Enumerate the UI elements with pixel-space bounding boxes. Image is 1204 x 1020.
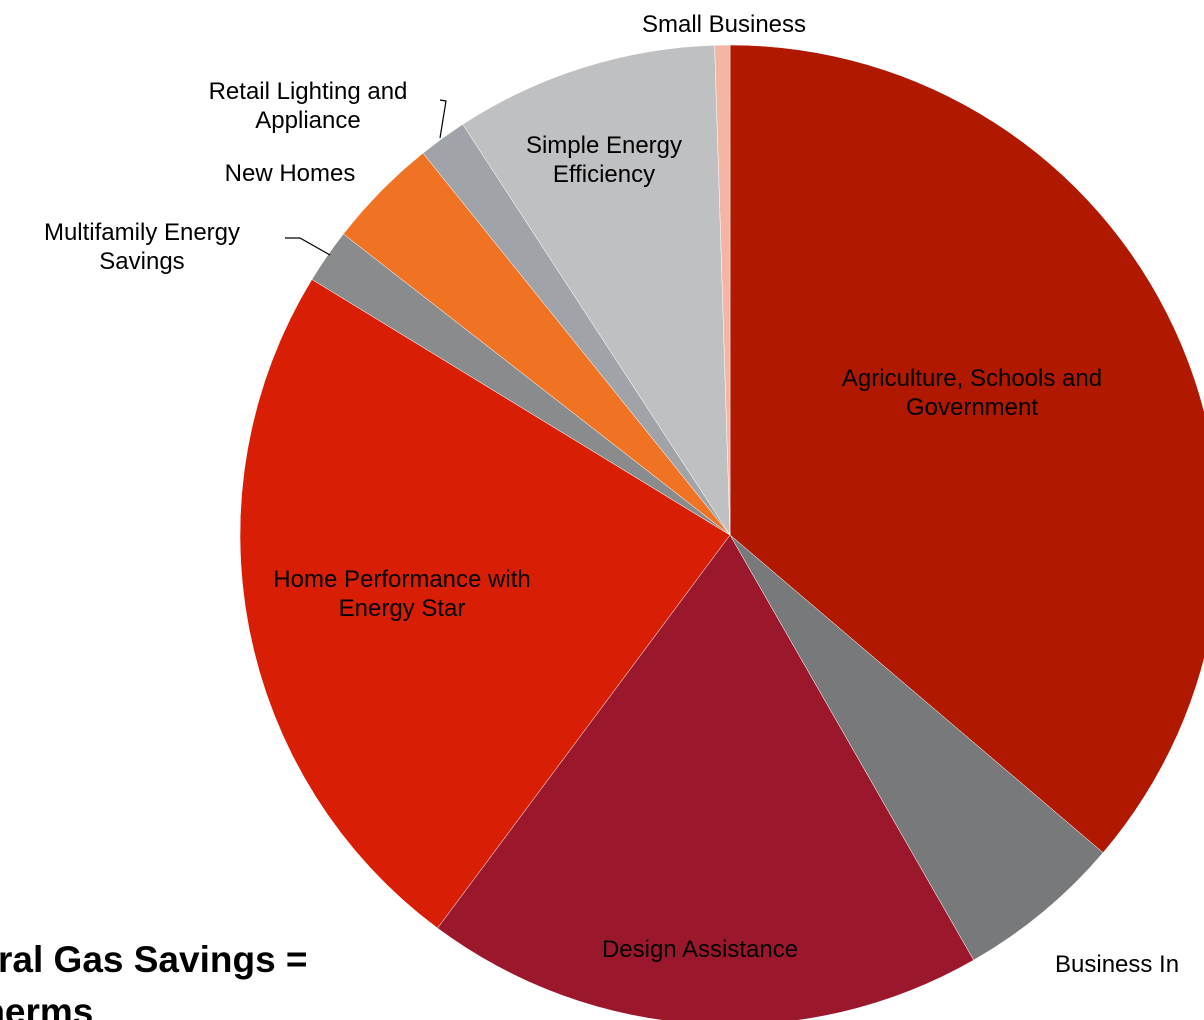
slice-label: New Homes xyxy=(224,160,356,187)
pie-slice xyxy=(462,44,731,536)
annotation: therms xyxy=(0,991,94,1020)
leader-line xyxy=(285,237,331,256)
leader-line xyxy=(439,99,447,139)
slice-label: Simple Energy Efficiency xyxy=(525,132,683,188)
slice-label: Small Business xyxy=(641,11,807,38)
slice-label: Business In xyxy=(1055,951,1180,978)
pie-slice xyxy=(714,44,731,536)
pie-slice xyxy=(239,279,731,929)
slice-label: Home Performance with Energy Star xyxy=(273,566,531,622)
pie-slice xyxy=(437,534,975,1020)
slice-label: Multifamily Energy Savings xyxy=(43,219,241,275)
annotation: ral Gas Savings = xyxy=(0,939,308,980)
pie-slice xyxy=(729,534,1104,961)
pie-slice xyxy=(729,44,1204,854)
slice-label: Design Assistance xyxy=(601,936,799,963)
slice-label: Agriculture, Schools and Government xyxy=(841,365,1103,421)
slice-label: Retail Lighting and Appliance xyxy=(208,78,408,134)
